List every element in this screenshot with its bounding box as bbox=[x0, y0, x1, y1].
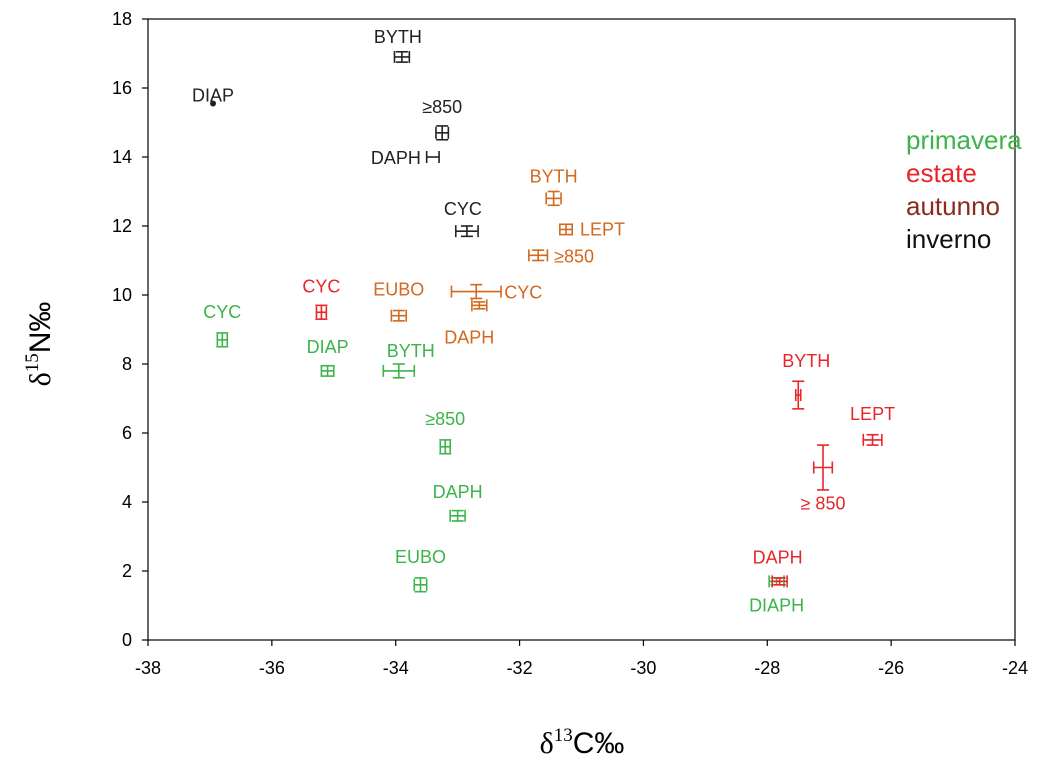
x-tick-label: -38 bbox=[135, 658, 161, 678]
point-label: CYC bbox=[302, 276, 340, 296]
data-point bbox=[771, 575, 788, 588]
y-tick-label: 12 bbox=[112, 216, 132, 236]
data-point bbox=[315, 304, 328, 320]
data-point bbox=[449, 509, 466, 522]
axes: -38 -36 -34 -32 -30 -28 -26 -24 0 2 4 6 8 10 12 14 16 18 bbox=[112, 9, 1028, 678]
legend: primavera estate autunno inverno bbox=[906, 124, 1022, 256]
point-label: LEPT bbox=[580, 219, 625, 239]
x-tick-label: -30 bbox=[630, 658, 656, 678]
data-point bbox=[210, 100, 217, 107]
y-axis-title: δ15N‰ bbox=[22, 302, 57, 387]
data-point bbox=[545, 190, 562, 207]
x-axis-title: δ13C‰ bbox=[540, 725, 625, 760]
point-label: BYTH bbox=[530, 166, 578, 186]
point-label: EUBO bbox=[373, 280, 424, 300]
y-tick-label: 0 bbox=[122, 630, 132, 650]
data-point bbox=[812, 444, 834, 491]
x-tick-label: -26 bbox=[878, 658, 904, 678]
data-point bbox=[425, 151, 440, 163]
x-tick-label: -28 bbox=[754, 658, 780, 678]
data-point bbox=[393, 50, 411, 63]
x-tick-label: -34 bbox=[383, 658, 409, 678]
legend-entry-estate: estate bbox=[906, 158, 977, 188]
y-tick-label: 14 bbox=[112, 147, 132, 167]
point-label: BYTH bbox=[374, 27, 422, 47]
point-label: CYC bbox=[504, 283, 542, 303]
data-point bbox=[792, 380, 805, 410]
point-label: EUBO bbox=[395, 547, 446, 567]
y-tick-label: 2 bbox=[122, 561, 132, 581]
x-tick-label: -36 bbox=[259, 658, 285, 678]
point-label: ≥850 bbox=[554, 246, 594, 266]
point-label: CYC bbox=[203, 302, 241, 322]
legend-entry-inverno: inverno bbox=[906, 224, 992, 254]
data-marks bbox=[210, 50, 883, 593]
y-tick-label: 16 bbox=[112, 78, 132, 98]
data-point bbox=[413, 577, 428, 593]
point-label: DIAPH bbox=[749, 595, 804, 615]
point-label: DAPH bbox=[753, 547, 803, 567]
legend-entry-primavera: primavera bbox=[906, 125, 1022, 155]
y-tick-label: 10 bbox=[112, 285, 132, 305]
point-label: DAPH bbox=[371, 148, 421, 168]
y-tick-label: 4 bbox=[122, 492, 132, 512]
point-label: BYTH bbox=[782, 351, 830, 371]
x-tick-label: -32 bbox=[507, 658, 533, 678]
point-label: ≥850 bbox=[422, 97, 462, 117]
data-point bbox=[450, 283, 502, 300]
data-point bbox=[390, 309, 408, 322]
data-point bbox=[216, 332, 229, 348]
point-label: DIAP bbox=[307, 337, 349, 357]
data-point bbox=[439, 439, 452, 455]
point-label: LEPT bbox=[850, 404, 895, 424]
point-label: DIAP bbox=[192, 86, 234, 106]
point-label: ≥850 bbox=[425, 409, 465, 429]
point-labels: CYC DIAP BYTH ≥850 DAPH EUBO DIAPH CYC BYTH LEPT ≥… bbox=[192, 27, 895, 615]
point-label: DAPH bbox=[444, 327, 494, 347]
y-tick-label: 8 bbox=[122, 354, 132, 374]
data-point bbox=[471, 299, 488, 312]
data-point bbox=[320, 364, 335, 377]
legend-entry-autunno: autunno bbox=[906, 191, 1000, 221]
data-point bbox=[559, 223, 574, 236]
point-label: ≥ 850 bbox=[801, 494, 846, 514]
x-tick-label: -24 bbox=[1002, 658, 1028, 678]
data-point bbox=[528, 249, 549, 262]
point-marker bbox=[210, 100, 217, 107]
plot-frame bbox=[147, 18, 1016, 641]
data-point bbox=[435, 125, 450, 141]
point-label: CYC bbox=[444, 199, 482, 219]
point-label: BYTH bbox=[387, 341, 435, 361]
data-point bbox=[454, 225, 479, 238]
y-tick-label: 6 bbox=[122, 423, 132, 443]
y-tick-label: 18 bbox=[112, 9, 132, 29]
data-point bbox=[382, 363, 416, 379]
point-label: DAPH bbox=[433, 482, 483, 502]
data-point bbox=[862, 433, 883, 446]
